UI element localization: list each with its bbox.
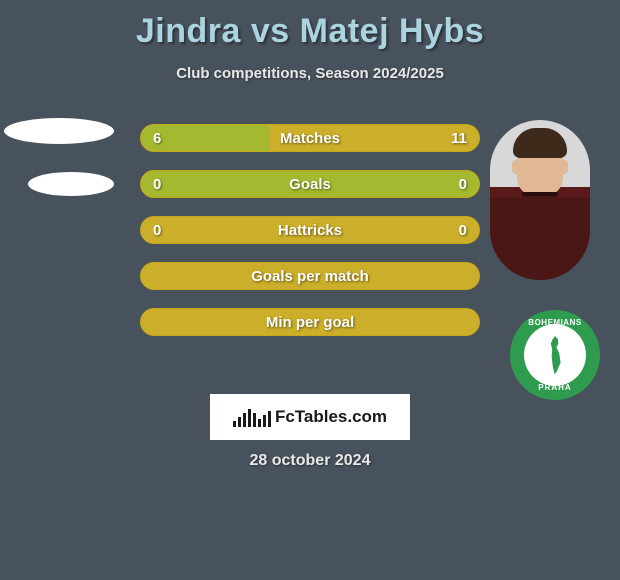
bar-right-value: 0 xyxy=(459,176,467,193)
stat-bar: 6 Matches 11 xyxy=(140,124,480,152)
stat-bar: Goals per match xyxy=(140,262,480,290)
badge-inner xyxy=(524,324,586,386)
brand-bar-segment xyxy=(238,417,241,427)
brand-box[interactable]: FcTables.com xyxy=(210,394,410,440)
bar-label: Min per goal xyxy=(266,314,354,331)
brand-bar-segment xyxy=(233,421,236,427)
hair xyxy=(513,128,567,158)
comparison-bars: 6 Matches 11 0 Goals 0 0 Hattricks 0 Goals per ma… xyxy=(140,124,480,354)
bar-left-value: 0 xyxy=(153,176,161,193)
date-label: 28 october 2024 xyxy=(0,452,620,470)
bar-left-value: 6 xyxy=(153,130,161,147)
placeholder-shape xyxy=(4,118,114,144)
brand-bar-segment xyxy=(253,413,256,427)
brand-bar-segment xyxy=(263,415,266,427)
stat-bar: 0 Goals 0 xyxy=(140,170,480,198)
subtitle: Club competitions, Season 2024/2025 xyxy=(0,65,620,82)
bar-label: Goals per match xyxy=(251,268,369,285)
placeholder-shape xyxy=(28,172,114,196)
stat-bar: Min per goal xyxy=(140,308,480,336)
brand-bars-icon xyxy=(233,407,271,427)
left-player-placeholder xyxy=(0,118,114,196)
brand-bar-segment xyxy=(268,411,271,427)
brand-bar-segment xyxy=(248,409,251,427)
bar-left-value: 0 xyxy=(153,222,161,239)
right-player-photo xyxy=(490,120,590,280)
bar-right-value: 11 xyxy=(451,130,467,147)
brand-text: FcTables.com xyxy=(275,407,387,427)
jersey xyxy=(490,198,590,280)
brand-bar-segment xyxy=(243,413,246,427)
stat-bar: 0 Hattricks 0 xyxy=(140,216,480,244)
bar-label: Hattricks xyxy=(278,222,342,239)
kangaroo-icon xyxy=(541,336,569,374)
club-badge: BOHEMIANS PRAHA xyxy=(510,310,600,400)
bar-right-value: 0 xyxy=(459,222,467,239)
bar-label: Goals xyxy=(289,176,331,193)
bar-label: Matches xyxy=(280,130,340,147)
brand-bar-segment xyxy=(258,419,261,427)
page-title: Jindra vs Matej Hybs xyxy=(0,0,620,51)
badge-text-bottom: PRAHA xyxy=(510,383,600,392)
